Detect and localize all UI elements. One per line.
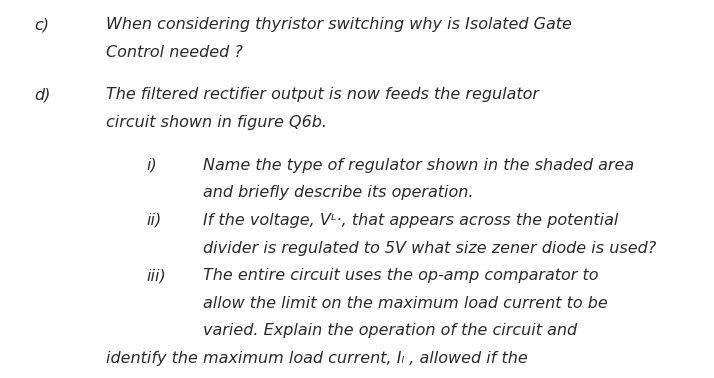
Text: and briefly describe its operation.: and briefly describe its operation. (203, 185, 474, 200)
Text: iii): iii) (146, 268, 166, 283)
Text: c): c) (34, 17, 49, 32)
Text: The entire circuit uses the op-amp comparator to: The entire circuit uses the op-amp compa… (203, 268, 599, 283)
Text: If the voltage, Vᴸ·, that appears across the potential: If the voltage, Vᴸ·, that appears across… (203, 213, 619, 228)
Text: The filtered rectifier output is now feeds the regulator: The filtered rectifier output is now fee… (106, 87, 538, 102)
Text: identify the maximum load current, Iₗ , allowed if the: identify the maximum load current, Iₗ , … (106, 351, 528, 366)
Text: Name the type of regulator shown in the shaded area: Name the type of regulator shown in the … (203, 158, 635, 173)
Text: When considering thyristor switching why is Isolated Gate: When considering thyristor switching why… (106, 17, 571, 32)
Text: ii): ii) (146, 213, 161, 228)
Text: allow the limit on the maximum load current to be: allow the limit on the maximum load curr… (203, 296, 608, 311)
Text: divider is regulated to 5V what size zener diode is used?: divider is regulated to 5V what size zen… (203, 240, 657, 256)
Text: Control needed ?: Control needed ? (106, 45, 243, 60)
Text: circuit shown in figure Q6b.: circuit shown in figure Q6b. (106, 115, 327, 130)
Text: varied. Explain the operation of the circuit and: varied. Explain the operation of the cir… (203, 323, 578, 338)
Text: i): i) (146, 158, 157, 173)
Text: d): d) (34, 87, 51, 102)
